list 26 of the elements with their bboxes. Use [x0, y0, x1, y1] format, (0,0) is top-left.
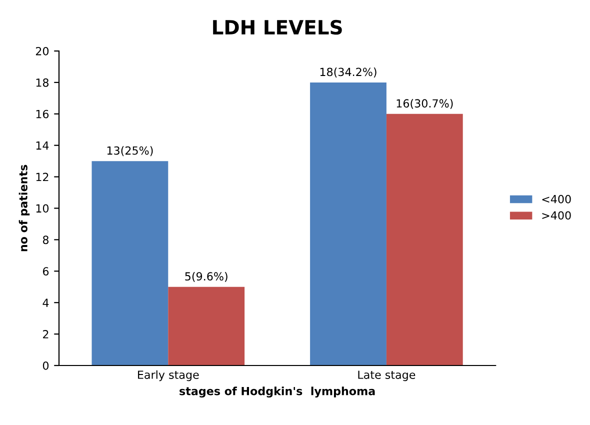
y-tick-label: 20 [36, 46, 49, 56]
y-tick-label: 12 [36, 172, 48, 182]
x-tick-label: Late stage [358, 370, 416, 382]
legend-label: >400 [542, 211, 571, 220]
chart-title: LDH LEVELS [213, 20, 342, 35]
y-tick-label: 16 [36, 110, 49, 118]
y-tick-label: 14 [36, 141, 49, 150]
y-tick-label: 18 [36, 78, 49, 87]
bar [310, 82, 386, 366]
data-label: 16(30.7%) [396, 98, 453, 109]
data-label: 13(25%) [107, 146, 153, 156]
x-axis-title: stages of Hodgkin's lymphoma [180, 386, 375, 398]
x-tick-label: Early stage [138, 370, 199, 382]
bar [386, 114, 463, 366]
y-axis-title: no of patients [18, 164, 30, 252]
y-tick-label: 6 [42, 267, 49, 276]
bar [92, 161, 168, 366]
legend-label: <400 [542, 194, 571, 204]
bar [168, 286, 245, 366]
data-label: 5(9.6%) [185, 272, 228, 282]
y-tick-label: 2 [43, 330, 48, 338]
y-tick-label: 0 [42, 361, 49, 370]
data-label: 18(34.2%) [320, 68, 376, 78]
y-tick-label: 10 [36, 204, 49, 213]
y-tick-label: 8 [42, 236, 49, 244]
y-tick-label: 4 [42, 298, 49, 307]
